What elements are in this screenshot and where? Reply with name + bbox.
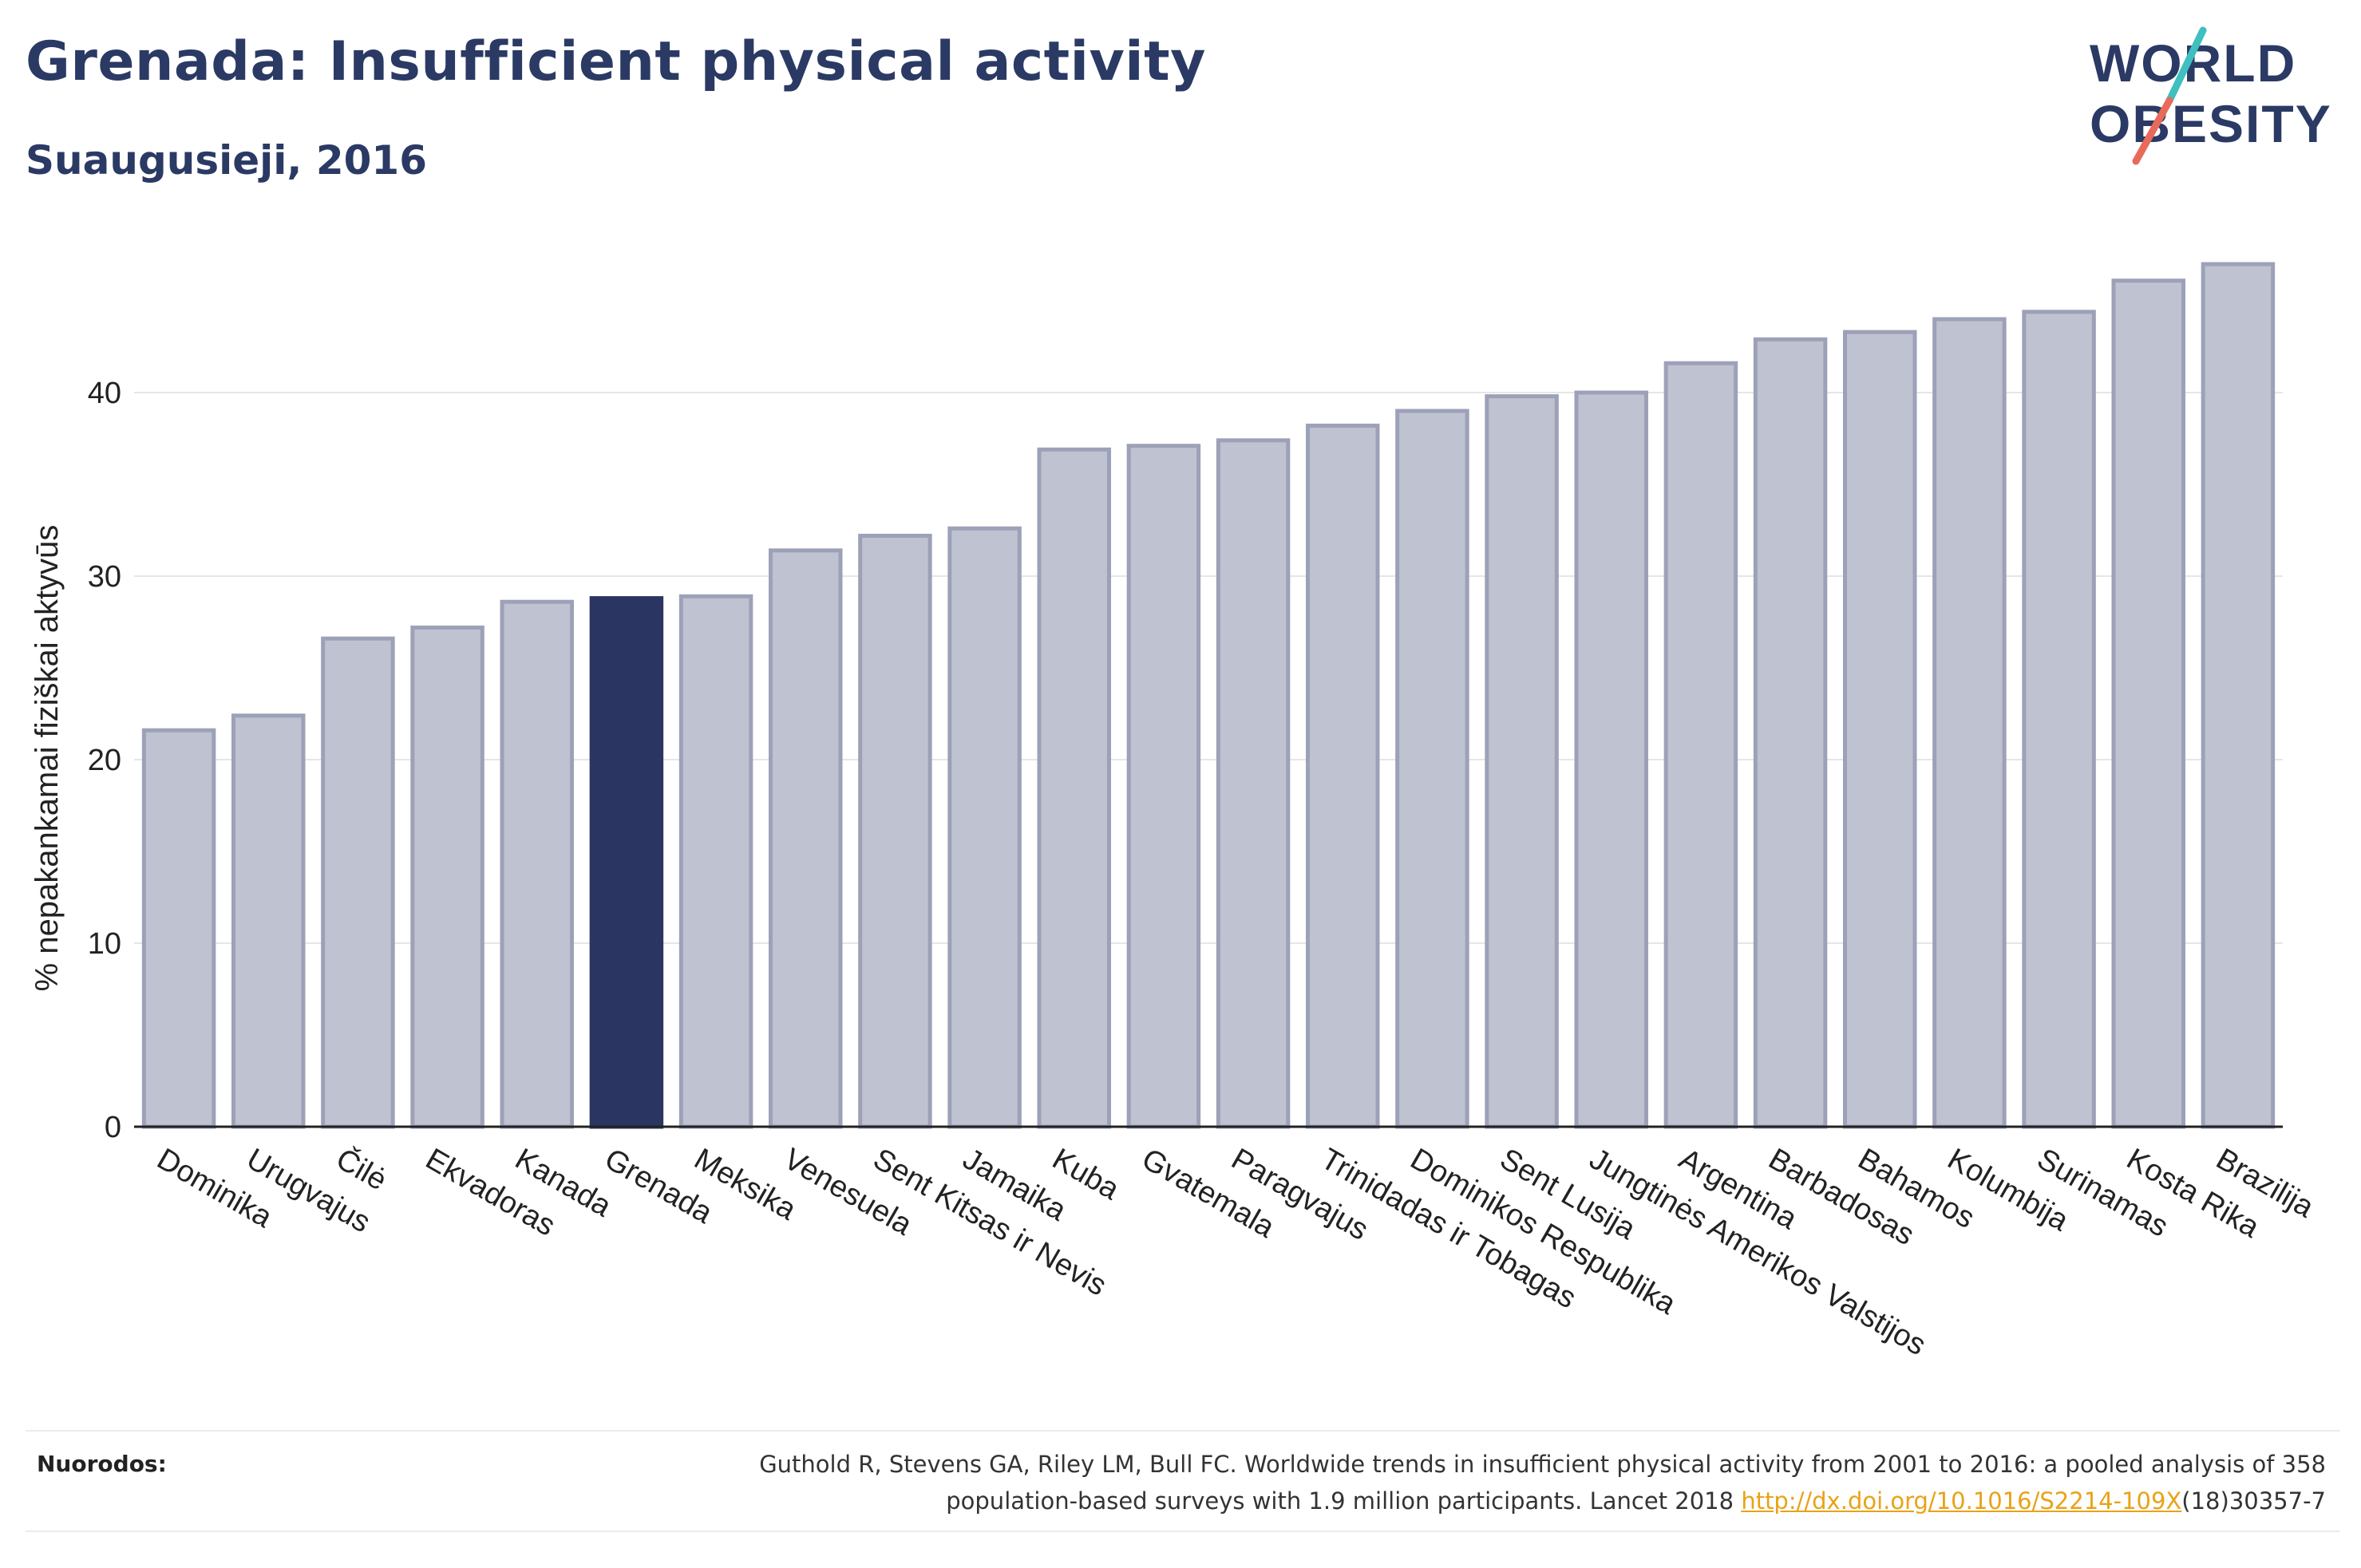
logo-world-text: WORLD bbox=[2090, 34, 2296, 93]
gridlines bbox=[134, 392, 2283, 944]
reference-line-1: Guthold R, Stevens GA, Riley LM, Bull FC… bbox=[759, 1451, 2326, 1478]
bar-gvatemala bbox=[1126, 444, 1201, 1129]
world-obesity-logo: WORLD OBESITY bbox=[2090, 26, 2332, 165]
bar-paragvajus bbox=[1216, 438, 1291, 1129]
bar-dominika bbox=[141, 728, 216, 1129]
bar-sent-kitsas-ir-nevis bbox=[858, 533, 932, 1129]
references-text: Guthold R, Stevens GA, Riley LM, Bull FC… bbox=[490, 1446, 2326, 1519]
bar-barbadosas bbox=[1753, 337, 1828, 1129]
bars bbox=[141, 262, 2276, 1129]
bar-jungtin-s-amerikos-valstijos bbox=[1574, 390, 1648, 1129]
reference-line-2: population-based surveys with 1.9 millio… bbox=[946, 1487, 1742, 1515]
chart-title: Grenada: Insufficient physical activity bbox=[26, 30, 1206, 93]
bar-venesuela bbox=[769, 548, 843, 1129]
bar-brazilija bbox=[2201, 262, 2276, 1129]
bar-urugvajus bbox=[231, 713, 306, 1129]
bar-trinidadas-ir-tobagas bbox=[1306, 423, 1380, 1129]
bar-kanada bbox=[500, 599, 574, 1129]
y-tick-label: 20 bbox=[88, 744, 121, 777]
bar-kuba bbox=[1037, 447, 1111, 1129]
reference-line-2-suffix: (18)30357-7 bbox=[2181, 1487, 2326, 1515]
y-tick-label: 30 bbox=[88, 560, 121, 594]
y-axis-label: % nepakankamai fiziškai aktyvūs bbox=[30, 525, 65, 992]
y-tick-label: 40 bbox=[88, 377, 121, 410]
doi-link[interactable]: http://dx.doi.org/10.1016/S2214-109X bbox=[1741, 1487, 2182, 1515]
logo-slash-coral bbox=[2132, 97, 2173, 165]
bar-sent-lusija bbox=[1485, 394, 1559, 1129]
bar--il- bbox=[321, 636, 395, 1129]
y-tick-label: 0 bbox=[105, 1111, 121, 1144]
footer-divider-top bbox=[26, 1430, 2340, 1432]
references-label: Nuorodos: bbox=[37, 1451, 167, 1477]
bar-surinamas bbox=[2022, 310, 2096, 1129]
y-axis-ticks: 0 10 20 30 40 bbox=[88, 377, 121, 1144]
bar-bahamos bbox=[1843, 330, 1917, 1129]
footer-divider-bottom bbox=[26, 1530, 2340, 1532]
bar-ekvadoras bbox=[410, 625, 484, 1129]
y-tick-label: 10 bbox=[88, 927, 121, 961]
bar-dominikos-respublika bbox=[1395, 409, 1469, 1129]
bar-kolumbija bbox=[1932, 317, 2007, 1129]
logo-obesity-text: OBESITY bbox=[2090, 94, 2332, 153]
logo-slash-teal bbox=[2165, 26, 2207, 105]
bar-meksika bbox=[678, 594, 753, 1129]
bar-jamaika bbox=[947, 526, 1022, 1129]
chart-subtitle: Suaugusieji, 2016 bbox=[26, 137, 427, 184]
bar-grenada bbox=[589, 596, 664, 1129]
bar-kosta-rika bbox=[2111, 278, 2185, 1129]
bar-argentina bbox=[1663, 361, 1738, 1129]
